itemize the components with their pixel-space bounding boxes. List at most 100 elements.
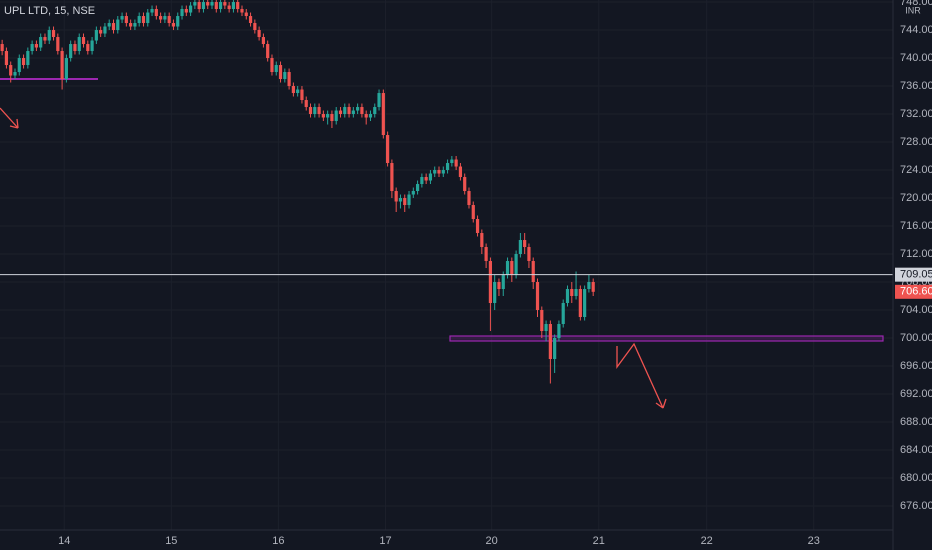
candle-body [480, 233, 484, 248]
candle-body [266, 44, 270, 59]
x-tick-label: 21 [593, 535, 605, 547]
candle-body [347, 107, 351, 115]
candle-body [518, 240, 522, 255]
candle-body [373, 107, 377, 115]
candle-body [90, 40, 94, 52]
candle-body [338, 110, 343, 115]
candle-body [278, 65, 283, 80]
y-tick-label: 740.00 [900, 52, 932, 64]
candle-body [141, 16, 146, 24]
candle-body [458, 166, 463, 178]
candle-body [253, 23, 257, 31]
candle-body [570, 289, 574, 297]
candle-body [557, 324, 561, 339]
candle-body [167, 16, 171, 24]
candle-body [471, 205, 475, 220]
candle-body [210, 2, 214, 6]
currency: INR [905, 5, 921, 15]
candle-body [360, 107, 364, 115]
candle-body [463, 177, 467, 192]
candle-body [261, 37, 266, 45]
candle-body [43, 37, 47, 41]
candle-body [531, 261, 535, 283]
candle-body [137, 16, 141, 24]
candle-body [433, 170, 437, 174]
candle-body [47, 30, 51, 41]
candle-body [450, 159, 454, 164]
candle-body [514, 254, 518, 276]
candle-body [60, 51, 64, 80]
y-tick-label: 676.00 [900, 500, 932, 512]
y-tick-label: 728.00 [900, 136, 932, 148]
candle-body [274, 65, 278, 73]
arrow [616, 342, 667, 409]
x-tick-label: 14 [58, 535, 70, 547]
candle-body [56, 37, 60, 52]
candle-body [467, 191, 471, 206]
candle-body [330, 114, 334, 122]
candle-body [124, 16, 128, 24]
candle-body [206, 2, 210, 6]
candle-body [321, 114, 325, 118]
y-tick-label: 692.00 [900, 388, 932, 400]
candle-body [240, 9, 244, 13]
candle-body [424, 177, 428, 181]
candle-body [236, 2, 240, 10]
candle-body [300, 89, 304, 101]
candle-body [188, 5, 193, 13]
candle-body [73, 44, 77, 52]
arrow [0, 107, 19, 129]
candle-body [403, 198, 407, 206]
candle-body [231, 2, 236, 10]
candle-body [583, 289, 587, 318]
candle-body [540, 310, 544, 332]
candle-body [30, 44, 34, 52]
candle-body [64, 58, 68, 80]
candle-body [150, 9, 154, 13]
candle-body [197, 2, 201, 10]
candle-body [51, 30, 56, 38]
candle-body [39, 37, 43, 48]
candle-body [244, 12, 248, 17]
candle-body [591, 282, 595, 292]
candle-body [317, 107, 321, 115]
last-price-label: 706.60 [900, 286, 932, 298]
candle-body [17, 58, 21, 73]
x-tick-label: 20 [486, 535, 498, 547]
y-tick-label: 696.00 [900, 360, 932, 372]
candle-body [437, 170, 441, 174]
candle-body [343, 107, 347, 115]
y-tick-label: 712.00 [900, 248, 932, 260]
candle-body [129, 23, 133, 27]
candle-body [180, 9, 184, 17]
candle-body [394, 191, 398, 202]
candle-body [574, 289, 578, 297]
candle-body [21, 58, 26, 66]
x-tick-label: 16 [272, 535, 284, 547]
candle-body [107, 23, 111, 27]
candle-body [116, 19, 120, 31]
candle-body [420, 177, 424, 185]
candle-body [441, 170, 445, 174]
candle-body [587, 282, 591, 290]
candle-body [308, 107, 313, 115]
candle-body [218, 2, 223, 10]
candle-body [120, 16, 124, 20]
candle-body [171, 23, 176, 27]
candle-body [553, 338, 557, 360]
candle-body [501, 275, 505, 290]
candle-body [184, 9, 188, 13]
candle-body [9, 65, 13, 76]
y-tick-label: 724.00 [900, 164, 932, 176]
candle-body [248, 16, 253, 24]
y-tick-label: 688.00 [900, 416, 932, 428]
last-price-box [895, 284, 932, 299]
x-tick-label: 17 [379, 535, 391, 547]
candle-body [283, 72, 287, 80]
candle-body [510, 261, 514, 276]
candle-body [193, 2, 197, 6]
candle-body [398, 198, 403, 202]
candle-body [505, 261, 510, 276]
